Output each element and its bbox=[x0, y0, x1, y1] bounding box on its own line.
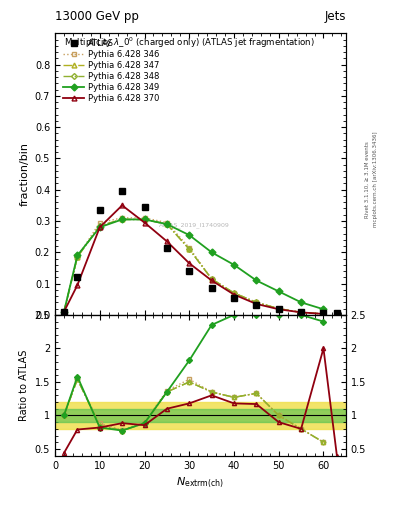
ATLAS bbox=[209, 285, 214, 291]
Pythia 6.428 348 bbox=[97, 223, 102, 229]
Pythia 6.428 348 bbox=[299, 309, 303, 315]
ATLAS bbox=[321, 310, 326, 316]
Pythia 6.428 347 bbox=[299, 309, 303, 315]
Pythia 6.428 347 bbox=[254, 300, 259, 306]
Pythia 6.428 348 bbox=[254, 300, 259, 306]
Pythia 6.428 370 bbox=[231, 291, 236, 297]
Pythia 6.428 348 bbox=[321, 311, 326, 317]
Y-axis label: Ratio to ATLAS: Ratio to ATLAS bbox=[19, 350, 29, 421]
Text: 13000 GeV pp: 13000 GeV pp bbox=[55, 10, 139, 23]
Line: ATLAS: ATLAS bbox=[61, 188, 340, 316]
Pythia 6.428 370 bbox=[97, 224, 102, 230]
Pythia 6.428 370 bbox=[62, 309, 66, 315]
Pythia 6.428 349 bbox=[187, 232, 192, 238]
Line: Pythia 6.428 347: Pythia 6.428 347 bbox=[62, 217, 326, 316]
Pythia 6.428 346 bbox=[209, 276, 214, 282]
Pythia 6.428 370 bbox=[321, 311, 326, 317]
Pythia 6.428 346 bbox=[321, 311, 326, 317]
ATLAS bbox=[142, 204, 147, 210]
Pythia 6.428 348 bbox=[231, 290, 236, 296]
Pythia 6.428 349 bbox=[276, 288, 281, 294]
Y-axis label: fraction/bin: fraction/bin bbox=[19, 142, 29, 206]
Line: Pythia 6.428 346: Pythia 6.428 346 bbox=[62, 216, 326, 316]
Pythia 6.428 370 bbox=[276, 306, 281, 312]
Pythia 6.428 370 bbox=[142, 220, 147, 226]
ATLAS bbox=[187, 268, 192, 274]
Pythia 6.428 370 bbox=[165, 238, 169, 244]
Pythia 6.428 347 bbox=[75, 254, 80, 260]
Pythia 6.428 349 bbox=[209, 249, 214, 255]
Text: ATLAS_2019_I1740909: ATLAS_2019_I1740909 bbox=[159, 222, 230, 228]
Pythia 6.428 370 bbox=[299, 309, 303, 315]
Pythia 6.428 346 bbox=[187, 245, 192, 251]
Text: mcplots.cern.ch [arXiv:1306.3436]: mcplots.cern.ch [arXiv:1306.3436] bbox=[373, 132, 378, 227]
Pythia 6.428 346 bbox=[254, 300, 259, 306]
Pythia 6.428 346 bbox=[165, 220, 169, 226]
Pythia 6.428 370 bbox=[187, 260, 192, 266]
Pythia 6.428 347 bbox=[321, 311, 326, 317]
Pythia 6.428 346 bbox=[62, 309, 66, 315]
Text: Jets: Jets bbox=[324, 10, 346, 23]
Pythia 6.428 349 bbox=[321, 306, 326, 312]
Pythia 6.428 349 bbox=[231, 262, 236, 268]
Pythia 6.428 349 bbox=[75, 252, 80, 259]
ATLAS bbox=[120, 188, 125, 195]
Pythia 6.428 348 bbox=[187, 246, 192, 252]
ATLAS bbox=[276, 306, 281, 312]
Pythia 6.428 346 bbox=[120, 215, 125, 221]
Pythia 6.428 346 bbox=[142, 215, 147, 221]
Pythia 6.428 347 bbox=[120, 217, 125, 223]
Pythia 6.428 348 bbox=[62, 309, 66, 315]
Line: Pythia 6.428 349: Pythia 6.428 349 bbox=[62, 217, 326, 314]
Pythia 6.428 348 bbox=[209, 276, 214, 282]
Text: Rivet 3.1.10, ≥ 3.1M events: Rivet 3.1.10, ≥ 3.1M events bbox=[365, 141, 370, 218]
Pythia 6.428 348 bbox=[276, 306, 281, 312]
ATLAS bbox=[231, 294, 236, 301]
ATLAS bbox=[62, 309, 66, 315]
ATLAS bbox=[97, 207, 102, 213]
Pythia 6.428 347 bbox=[276, 306, 281, 312]
Pythia 6.428 349 bbox=[62, 309, 66, 315]
Pythia 6.428 349 bbox=[165, 221, 169, 227]
Pythia 6.428 347 bbox=[97, 223, 102, 229]
Pythia 6.428 349 bbox=[120, 217, 125, 223]
Text: Multiplicity $\lambda\_0^{0}$ (charged only) (ATLAS jet fragmentation): Multiplicity $\lambda\_0^{0}$ (charged o… bbox=[64, 36, 314, 51]
Pythia 6.428 349 bbox=[299, 300, 303, 306]
Pythia 6.428 346 bbox=[75, 254, 80, 260]
ATLAS bbox=[299, 309, 303, 315]
Legend: ATLAS, Pythia 6.428 346, Pythia 6.428 347, Pythia 6.428 348, Pythia 6.428 349, P: ATLAS, Pythia 6.428 346, Pythia 6.428 34… bbox=[61, 36, 162, 105]
Pythia 6.428 346 bbox=[231, 290, 236, 296]
ATLAS bbox=[254, 303, 259, 309]
Pythia 6.428 347 bbox=[165, 221, 169, 227]
Pythia 6.428 346 bbox=[299, 309, 303, 315]
Pythia 6.428 370 bbox=[120, 202, 125, 208]
Pythia 6.428 348 bbox=[165, 221, 169, 227]
Line: Pythia 6.428 348: Pythia 6.428 348 bbox=[62, 218, 325, 316]
Line: Pythia 6.428 370: Pythia 6.428 370 bbox=[62, 203, 326, 316]
Pythia 6.428 346 bbox=[276, 306, 281, 312]
Pythia 6.428 347 bbox=[142, 217, 147, 223]
ATLAS bbox=[165, 245, 169, 251]
Pythia 6.428 349 bbox=[97, 224, 102, 230]
Pythia 6.428 347 bbox=[209, 276, 214, 282]
Pythia 6.428 347 bbox=[62, 309, 66, 315]
Pythia 6.428 347 bbox=[231, 290, 236, 296]
Pythia 6.428 370 bbox=[75, 282, 80, 288]
Pythia 6.428 348 bbox=[120, 217, 125, 223]
Pythia 6.428 348 bbox=[75, 254, 80, 260]
Pythia 6.428 348 bbox=[142, 217, 147, 223]
ATLAS bbox=[75, 274, 80, 281]
Pythia 6.428 370 bbox=[209, 278, 214, 284]
X-axis label: $N_{\mathrm{extrm(ch)}}$: $N_{\mathrm{extrm(ch)}}$ bbox=[176, 476, 224, 490]
Pythia 6.428 349 bbox=[142, 217, 147, 223]
Pythia 6.428 370 bbox=[254, 301, 259, 307]
ATLAS bbox=[334, 310, 339, 316]
Pythia 6.428 346 bbox=[97, 220, 102, 226]
Pythia 6.428 347 bbox=[187, 246, 192, 252]
Pythia 6.428 349 bbox=[254, 278, 259, 284]
